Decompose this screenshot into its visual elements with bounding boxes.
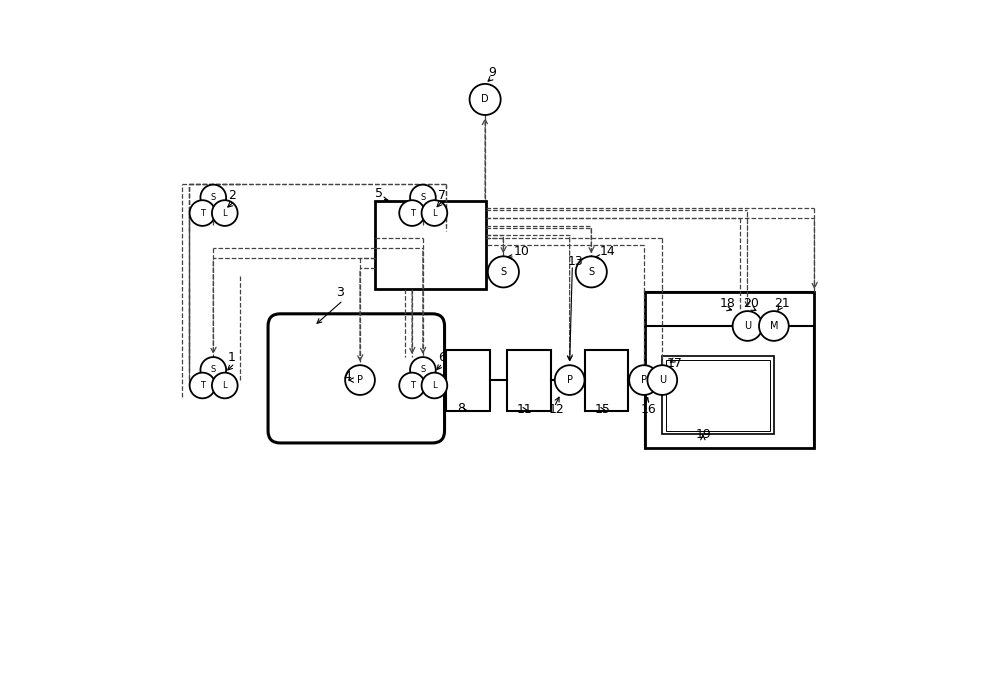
Bar bbox=[666, 360, 770, 430]
Text: D: D bbox=[481, 94, 489, 105]
Circle shape bbox=[759, 311, 789, 341]
Text: P: P bbox=[641, 375, 647, 385]
Text: 13: 13 bbox=[568, 255, 583, 268]
Circle shape bbox=[212, 200, 238, 226]
Circle shape bbox=[422, 373, 447, 399]
Circle shape bbox=[422, 200, 447, 226]
Text: 19: 19 bbox=[696, 428, 712, 441]
Text: P: P bbox=[567, 375, 573, 385]
Text: T: T bbox=[200, 381, 205, 390]
Text: 2: 2 bbox=[228, 189, 236, 202]
Bar bbox=[662, 356, 774, 434]
Text: 4: 4 bbox=[343, 370, 351, 383]
Text: 15: 15 bbox=[595, 403, 611, 416]
Text: 21: 21 bbox=[774, 297, 790, 310]
Text: 5: 5 bbox=[375, 187, 383, 200]
Text: L: L bbox=[222, 208, 227, 217]
Circle shape bbox=[345, 365, 375, 395]
Text: 3: 3 bbox=[336, 286, 344, 299]
Circle shape bbox=[200, 357, 226, 383]
Text: 7: 7 bbox=[438, 189, 446, 202]
Text: 6: 6 bbox=[438, 351, 446, 364]
Text: L: L bbox=[222, 381, 227, 390]
Bar bbox=[585, 350, 628, 411]
Circle shape bbox=[410, 357, 436, 383]
Circle shape bbox=[212, 373, 238, 399]
Text: S: S bbox=[211, 193, 216, 202]
Circle shape bbox=[647, 365, 677, 395]
Circle shape bbox=[200, 185, 226, 210]
Text: 9: 9 bbox=[489, 66, 496, 79]
Text: 10: 10 bbox=[514, 245, 529, 258]
Circle shape bbox=[470, 84, 501, 115]
Text: 11: 11 bbox=[517, 403, 533, 416]
Text: U: U bbox=[744, 321, 751, 331]
Text: L: L bbox=[432, 381, 437, 390]
Text: 17: 17 bbox=[667, 356, 683, 369]
Text: U: U bbox=[659, 375, 666, 385]
Circle shape bbox=[576, 257, 607, 287]
Text: T: T bbox=[410, 381, 415, 390]
Circle shape bbox=[555, 365, 585, 395]
Text: 8: 8 bbox=[457, 402, 465, 415]
Text: S: S bbox=[500, 267, 506, 277]
Bar bbox=[507, 350, 551, 411]
Circle shape bbox=[399, 373, 425, 399]
Circle shape bbox=[733, 311, 762, 341]
Circle shape bbox=[190, 200, 215, 226]
Text: T: T bbox=[200, 208, 205, 217]
Text: 16: 16 bbox=[641, 403, 656, 416]
Bar bbox=[645, 292, 814, 447]
Text: M: M bbox=[770, 321, 778, 331]
Text: 14: 14 bbox=[599, 245, 615, 258]
Text: S: S bbox=[420, 193, 426, 202]
Bar bbox=[375, 201, 486, 289]
Circle shape bbox=[629, 365, 659, 395]
Text: P: P bbox=[357, 375, 363, 385]
Text: T: T bbox=[410, 208, 415, 217]
Text: S: S bbox=[211, 365, 216, 374]
Text: 18: 18 bbox=[720, 297, 736, 310]
Text: 1: 1 bbox=[228, 351, 236, 364]
Text: S: S bbox=[420, 365, 426, 374]
Text: L: L bbox=[432, 208, 437, 217]
Circle shape bbox=[399, 200, 425, 226]
Circle shape bbox=[190, 373, 215, 399]
Text: S: S bbox=[588, 267, 594, 277]
Text: 20: 20 bbox=[743, 297, 759, 310]
Circle shape bbox=[488, 257, 519, 287]
Circle shape bbox=[410, 185, 436, 210]
Text: 12: 12 bbox=[549, 403, 564, 416]
Bar bbox=[446, 350, 490, 411]
FancyBboxPatch shape bbox=[268, 314, 445, 443]
